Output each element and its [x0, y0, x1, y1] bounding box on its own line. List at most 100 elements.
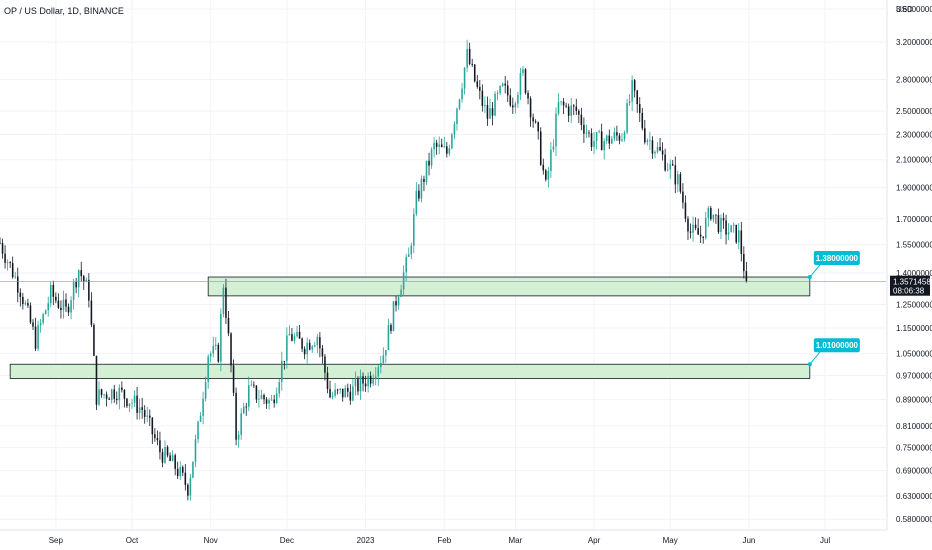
candle-up: [628, 101, 631, 104]
candle-down: [52, 284, 55, 297]
candle-down: [1, 242, 4, 254]
candle-up: [286, 335, 288, 362]
candle-down: [105, 394, 108, 399]
candle-down: [481, 90, 484, 106]
price-axis[interactable]: 3.60000000 3.20000000 2.80000000 2.50000000…: [896, 5, 932, 524]
y-tick-label: 3.20000000: [896, 38, 932, 47]
candle-up: [448, 148, 451, 154]
candle-down: [126, 398, 128, 407]
time-axis[interactable]: Sep Oct Nov Dec 2023 Feb Mar Apr May Jun Jul: [49, 536, 831, 545]
candle-up: [39, 322, 42, 326]
candle-up: [443, 146, 446, 148]
candle-up: [204, 381, 207, 399]
candle-down: [562, 101, 565, 106]
candle-down: [11, 263, 14, 278]
candle-up: [14, 276, 17, 278]
candle-up: [410, 245, 413, 255]
candle-up: [496, 93, 499, 94]
candle-up: [463, 67, 466, 89]
candle-up: [194, 439, 197, 462]
candle-up: [402, 272, 405, 290]
candle-up: [37, 325, 39, 349]
candle-up: [288, 333, 291, 336]
candle-down: [291, 333, 293, 341]
candle-up: [164, 446, 166, 463]
candle-down: [329, 389, 331, 398]
candle-down: [253, 384, 255, 386]
candle-up: [595, 132, 598, 142]
candle-down: [428, 160, 430, 166]
y-tick-label: 2.80000000: [896, 75, 932, 84]
candle-down: [644, 128, 646, 143]
y-tick-label: 2.30000000: [896, 130, 932, 139]
candle-down: [722, 217, 725, 221]
candle-down: [22, 296, 24, 305]
candle-down: [687, 218, 689, 232]
candle-down: [176, 468, 179, 477]
candle-up: [240, 413, 242, 435]
y-tick-label: 1.15000000: [896, 324, 932, 333]
candle-down: [156, 438, 159, 441]
candle-up: [656, 146, 659, 152]
candle-up: [128, 403, 131, 407]
candle-up: [550, 149, 552, 172]
candle-down: [572, 105, 575, 107]
candle-up: [557, 102, 560, 114]
candle-up: [242, 406, 245, 414]
candle-down: [641, 112, 644, 129]
candle-up: [453, 123, 456, 135]
candle-up: [77, 270, 80, 288]
candle-down: [743, 253, 745, 272]
candle-up: [260, 394, 263, 399]
candle-down: [664, 154, 666, 171]
candle-up: [199, 415, 202, 422]
x-tick-label: Dec: [280, 536, 294, 545]
candle-up: [413, 213, 415, 246]
candle-down: [745, 271, 748, 282]
candle-up: [603, 141, 605, 151]
zone-callout-box: [813, 338, 860, 353]
candle-up: [118, 387, 121, 401]
candle-down: [301, 338, 303, 349]
candle-down: [341, 388, 344, 398]
y-tick-label: 1.70000000: [896, 215, 932, 224]
candle-up: [6, 262, 9, 263]
candle-down: [230, 333, 232, 366]
candle-up: [458, 99, 461, 109]
candle-down: [537, 122, 539, 132]
candle-down: [324, 356, 326, 373]
candle-up: [499, 85, 501, 94]
candle-up: [72, 281, 75, 301]
candle-down: [336, 389, 339, 391]
callout-anchor-dot: [807, 275, 812, 280]
callout-pointer: [809, 264, 821, 278]
candle-down: [545, 170, 547, 180]
candle-up: [712, 214, 715, 220]
candle-down: [32, 322, 34, 327]
candle-down: [0, 242, 1, 244]
candle-down: [16, 276, 19, 293]
candle-down: [491, 108, 494, 116]
candle-down: [608, 135, 611, 144]
candle-down: [55, 296, 57, 301]
y-tick-label: 1.40000000: [896, 269, 932, 278]
candle-down: [633, 80, 636, 91]
candle-down: [440, 144, 443, 147]
candle-up: [720, 217, 722, 233]
candle-up: [621, 139, 623, 141]
candle-down: [88, 279, 90, 301]
candle-up: [377, 367, 380, 377]
candle-up: [275, 393, 278, 404]
candle-down: [369, 375, 372, 384]
candle-up: [281, 360, 283, 383]
candle-up: [593, 141, 595, 147]
candle-down: [113, 389, 116, 399]
candle-up: [47, 303, 50, 311]
candlestick-series: [0, 39, 748, 501]
candle-up: [397, 297, 400, 306]
candle-down: [578, 110, 580, 115]
